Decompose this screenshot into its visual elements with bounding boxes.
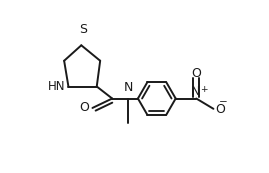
Text: +: + bbox=[200, 85, 208, 94]
Text: N: N bbox=[124, 81, 133, 94]
Text: N: N bbox=[191, 85, 200, 98]
Text: O: O bbox=[215, 103, 225, 116]
Text: O: O bbox=[191, 67, 201, 80]
Text: S: S bbox=[79, 23, 87, 36]
Text: O: O bbox=[80, 101, 89, 114]
Text: HN: HN bbox=[48, 80, 66, 93]
Text: −: − bbox=[219, 97, 228, 107]
